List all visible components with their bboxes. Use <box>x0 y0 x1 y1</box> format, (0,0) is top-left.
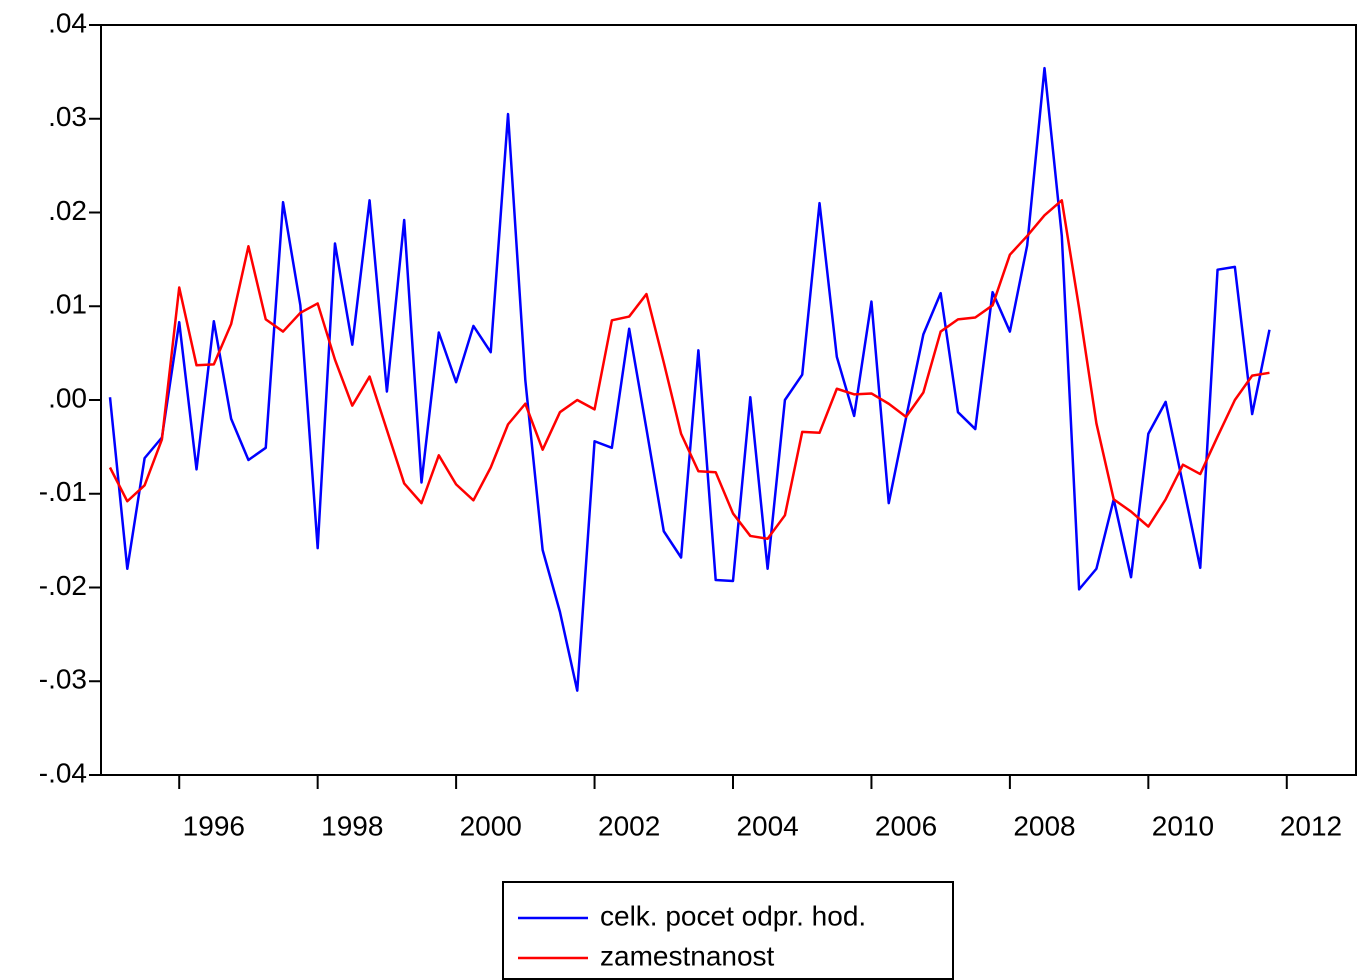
x-tick-label: 2002 <box>598 810 660 841</box>
y-tick-label: -.04 <box>39 757 87 788</box>
series-line <box>108 66 1271 692</box>
x-tick-label: 2012 <box>1280 810 1342 841</box>
y-tick-label: .00 <box>48 382 87 413</box>
y-tick-label: .02 <box>48 195 87 226</box>
x-tick-label: 2000 <box>460 810 522 841</box>
y-tick-label: -.02 <box>39 570 87 601</box>
y-tick-label: .01 <box>48 289 87 320</box>
y-tick-label: .03 <box>48 101 87 132</box>
x-tick-label: 2006 <box>875 810 937 841</box>
series-line <box>108 199 1270 540</box>
y-tick-label: -.01 <box>39 476 87 507</box>
legend-label: zamestnanost <box>600 940 775 971</box>
legend-box <box>502 881 954 980</box>
y-tick-label: .04 <box>48 7 87 38</box>
x-tick-label: 2004 <box>736 810 798 841</box>
x-tick-label: 1998 <box>321 810 383 841</box>
plot-frame <box>100 24 1357 776</box>
legend-label: celk. pocet odpr. hod. <box>600 900 866 931</box>
x-tick-label: 1996 <box>183 810 245 841</box>
x-tick-label: 2008 <box>1013 810 1075 841</box>
x-tick-label: 2010 <box>1152 810 1214 841</box>
y-tick-label: -.03 <box>39 664 87 695</box>
